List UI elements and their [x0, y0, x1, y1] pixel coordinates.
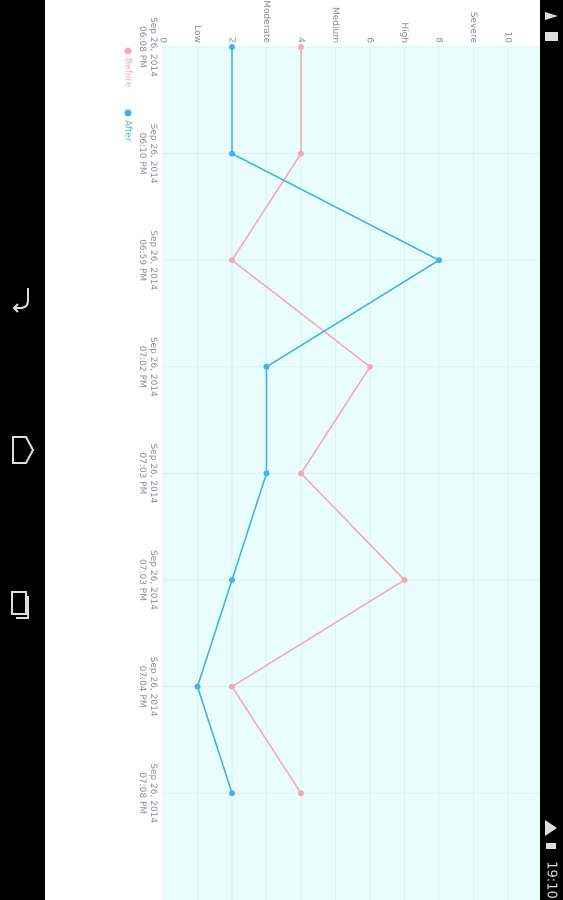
battery-icon — [546, 843, 556, 849]
x-tick-label: Sep 26, 201407:02 PM — [137, 337, 158, 397]
data-point — [229, 683, 235, 690]
y-tick-label: 10 — [503, 32, 513, 44]
series-line — [230, 47, 406, 794]
data-point — [194, 683, 201, 690]
x-tick-label: Sep 26, 201406:10 PM — [137, 124, 158, 184]
x-tick-label: Sep 26, 201407:04 PM — [137, 657, 158, 717]
data-point — [298, 150, 304, 157]
notification-icon — [545, 12, 558, 20]
x-tick-label: Sep 26, 201406:59 PM — [137, 230, 158, 290]
data-point — [367, 363, 373, 370]
y-tick-label: Medium — [330, 7, 340, 43]
data-point — [436, 257, 442, 264]
back-icon — [12, 288, 29, 313]
x-tick-label: Sep 26, 201407:03 PM — [137, 550, 158, 610]
legend-label: Before — [123, 58, 133, 88]
x-tick-label: Sep 26, 201407:08 PM — [137, 763, 158, 823]
navigation-bar — [0, 0, 45, 900]
y-tick-label: Low — [192, 25, 202, 43]
notification-icon — [545, 32, 558, 41]
x-tick-label: Sep 26, 201407:03 PM — [137, 443, 158, 503]
data-point — [298, 790, 304, 797]
y-tick-label: 8 — [434, 37, 444, 43]
wifi-icon — [545, 820, 557, 836]
data-point — [263, 470, 270, 477]
y-tick-label: 4 — [296, 37, 306, 43]
y-tick-label: 0 — [158, 37, 168, 43]
y-tick-label: Moderate — [261, 0, 271, 43]
series-line — [196, 47, 441, 794]
y-tick-label: 2 — [227, 37, 237, 43]
y-tick-label: High — [399, 22, 409, 43]
data-point — [229, 790, 235, 797]
legend-swatch — [124, 109, 132, 117]
data-point — [229, 150, 235, 157]
legend-swatch — [124, 47, 132, 55]
back-button[interactable] — [12, 288, 29, 313]
y-tick-label: 6 — [365, 37, 375, 43]
data-point — [229, 44, 235, 50]
x-tick-label: Sep 26, 201406:08 PM — [137, 17, 158, 77]
home-icon — [12, 436, 35, 464]
data-point — [401, 577, 408, 583]
legend-label: After — [123, 120, 133, 142]
data-point — [229, 577, 235, 583]
status-bar — [540, 0, 563, 900]
recents-button[interactable] — [11, 591, 29, 619]
recents-icon-back — [16, 596, 29, 619]
y-tick-label: Severe — [468, 12, 478, 44]
data-point — [298, 44, 304, 50]
data-point — [229, 257, 235, 264]
home-button[interactable] — [12, 436, 35, 464]
chart: 0 Low 2 Moderate 4 Medium 6 High 8 Severe 10 Sep 26… — [123, 0, 540, 900]
clock: 19:10 — [544, 861, 559, 898]
data-point — [263, 363, 270, 370]
recents-icon — [11, 591, 27, 615]
data-point — [298, 470, 304, 477]
